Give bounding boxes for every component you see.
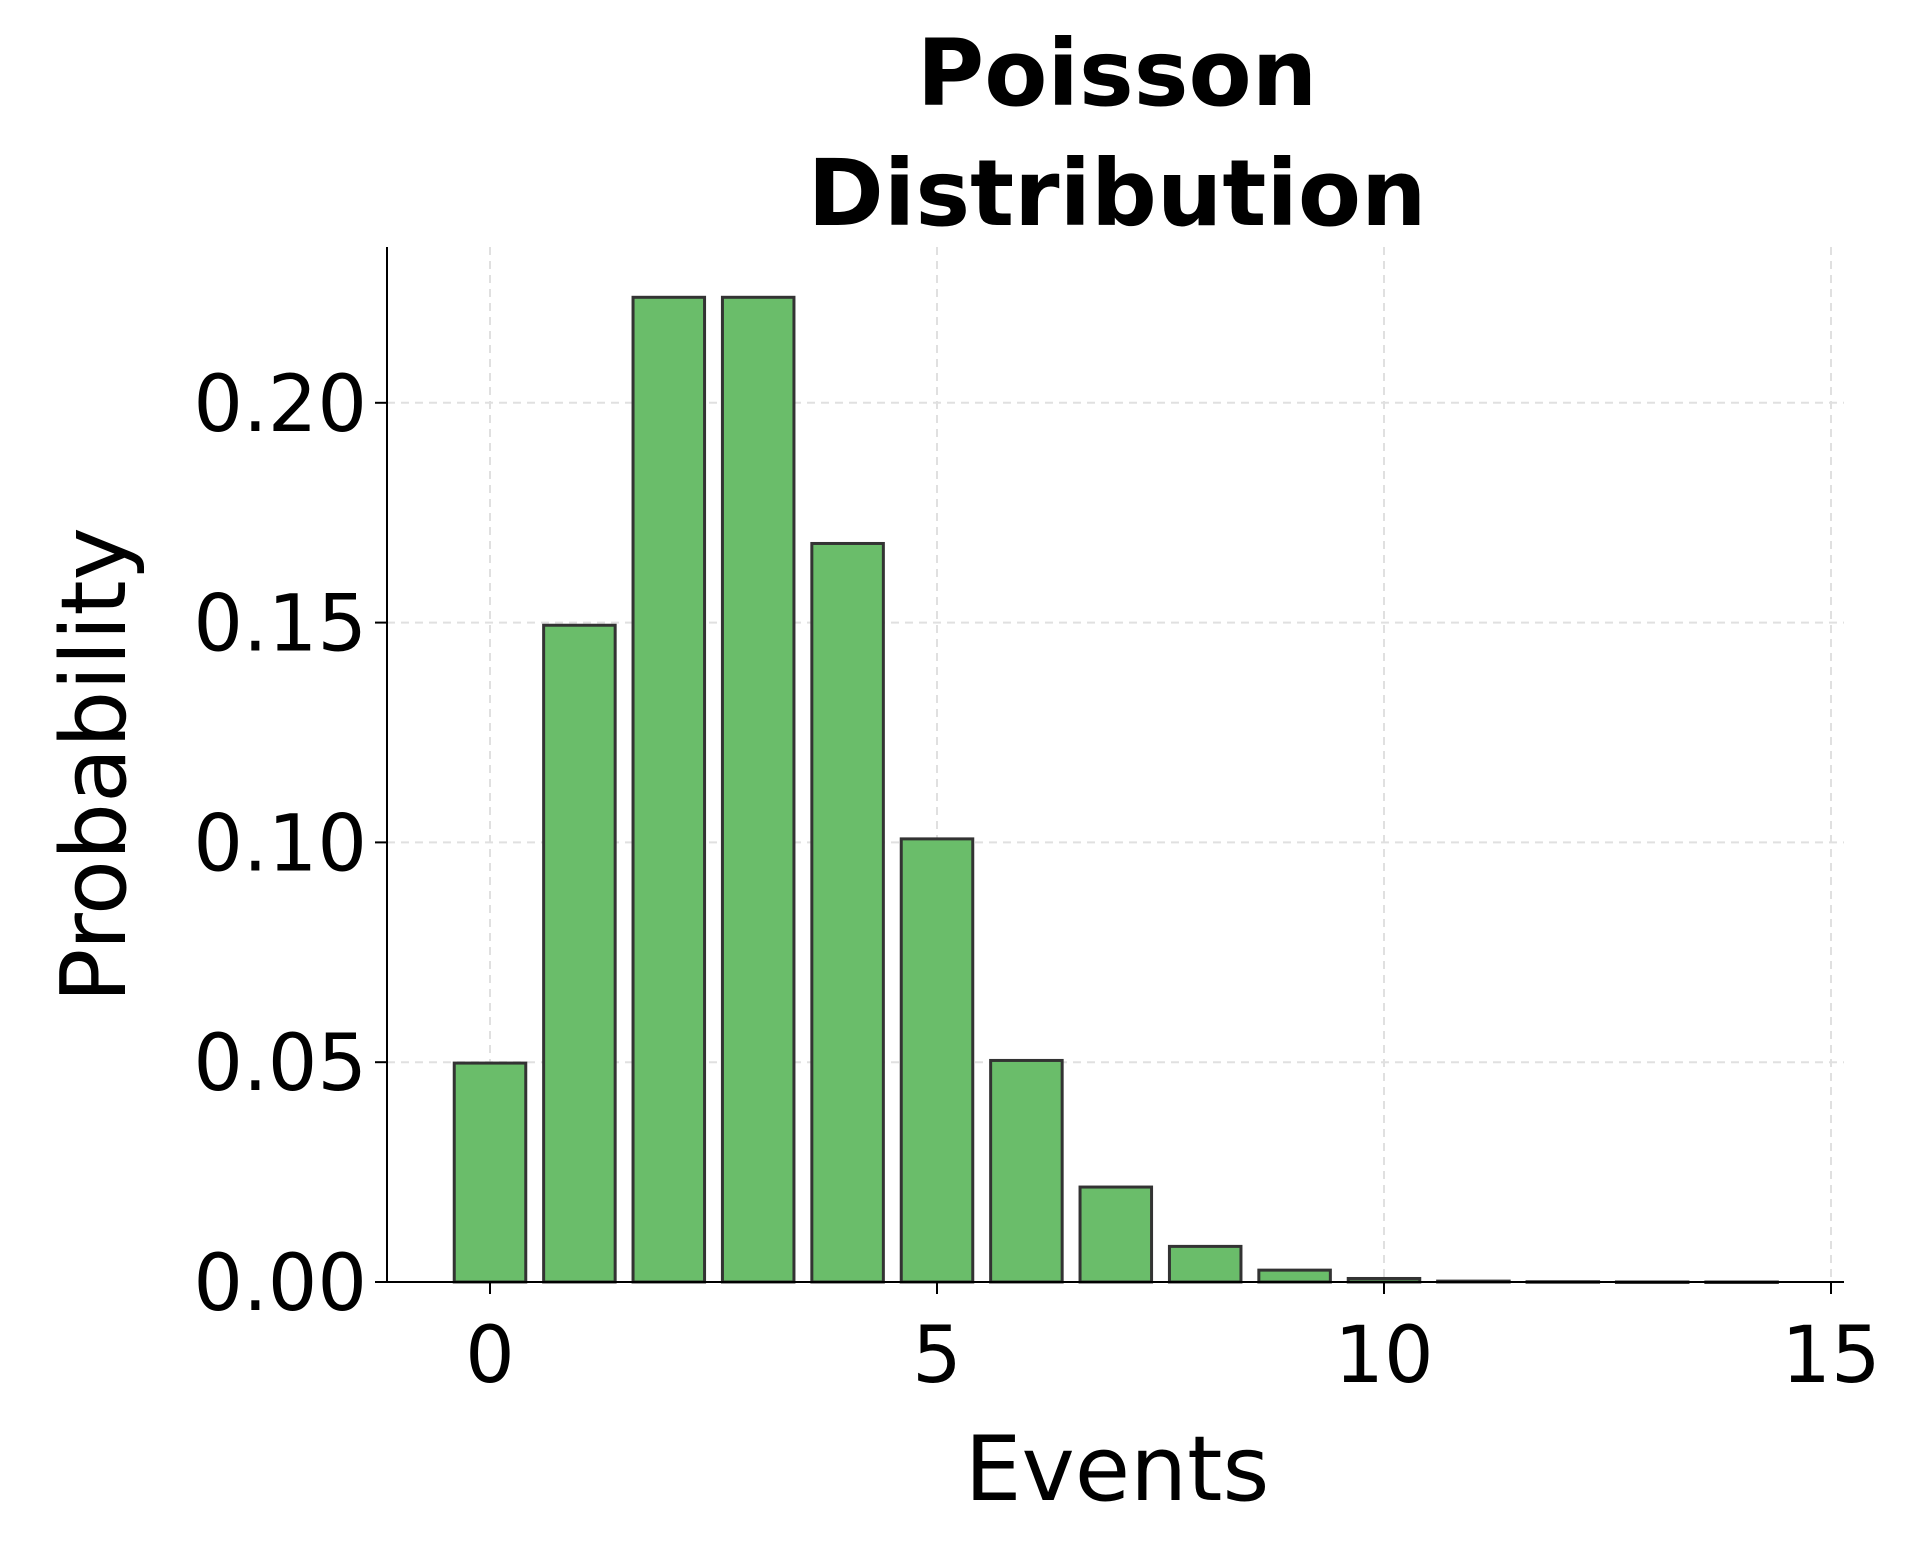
- chart-title-line-2: Distribution: [807, 140, 1426, 247]
- y-ticks: 0.00 0.05 0.10 0.15 0.20: [193, 360, 387, 1329]
- bar-3: [720, 295, 796, 1284]
- x-tick-label: 10: [1334, 1311, 1433, 1401]
- grid: [387, 247, 1844, 1282]
- bar-1: [542, 623, 617, 1284]
- x-tick-label: 15: [1781, 1311, 1880, 1401]
- y-tick-label: 0.05: [193, 1019, 367, 1109]
- bar-7: [1078, 1185, 1154, 1284]
- bar-0: [452, 1061, 528, 1284]
- y-tick-label: 0.15: [193, 580, 367, 670]
- y-tick-label: 0.00: [193, 1239, 367, 1329]
- x-tick-label: 5: [912, 1311, 962, 1401]
- bar-5: [899, 837, 975, 1284]
- y-axis-label: Probability: [42, 527, 147, 1003]
- y-tick-label: 0.20: [193, 360, 367, 450]
- bar-9: [1257, 1268, 1332, 1284]
- x-ticks: 0 5 10 15: [465, 1282, 1881, 1401]
- x-tick-label: 0: [465, 1311, 515, 1401]
- bar-4: [810, 541, 885, 1284]
- bar-2: [631, 295, 707, 1284]
- chart-title-line-1: Poisson: [917, 20, 1317, 127]
- bars: [452, 295, 1779, 1284]
- bar-8: [1167, 1244, 1243, 1284]
- y-tick-label: 0.10: [193, 799, 367, 889]
- x-axis-label: Events: [965, 1417, 1270, 1522]
- bar-6: [989, 1058, 1064, 1284]
